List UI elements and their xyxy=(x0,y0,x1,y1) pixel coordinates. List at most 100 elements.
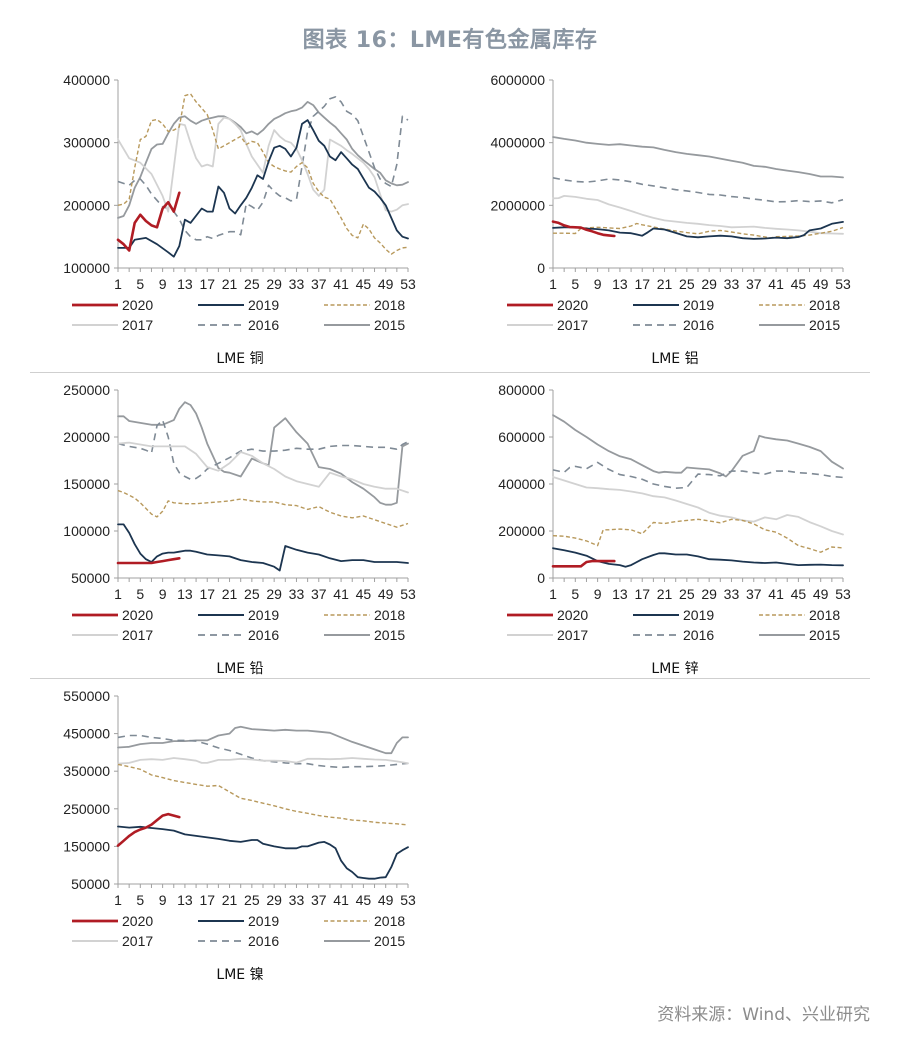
chart-svg: 100000 200000 300000 400000 1 5 9 13 17 21 25 29 33 3… xyxy=(63,72,416,367)
y-tick-label: 400000 xyxy=(498,476,545,492)
legend-label: 2015 xyxy=(374,627,405,643)
x-tick-label: 5 xyxy=(136,276,144,292)
series-line-2020 xyxy=(116,812,181,847)
x-tick-label: 49 xyxy=(378,586,394,602)
x-tick-label: 21 xyxy=(657,276,673,292)
x-tick-label: 49 xyxy=(378,892,394,908)
x-tick-label: 41 xyxy=(333,276,349,292)
chart-zinc: 0 200000 400000 600000 800000 1 5 9 13 17 21 25 29 33… xyxy=(445,378,885,678)
legend-label: 2016 xyxy=(683,317,714,333)
chart-svg: 50000 150000 250000 350000 450000 550000 1 5 9 13… xyxy=(63,688,416,983)
x-tick-label: 29 xyxy=(701,586,717,602)
x-tick-label: 45 xyxy=(356,276,372,292)
x-tick-label: 17 xyxy=(634,586,650,602)
series-line-2016 xyxy=(552,461,844,489)
x-tick-label: 33 xyxy=(289,276,305,292)
legend-label: 2019 xyxy=(248,913,279,929)
x-tick-label: 25 xyxy=(244,586,260,602)
divider-row-1 xyxy=(30,372,870,373)
series-line-2017 xyxy=(117,757,409,765)
x-tick-label: 33 xyxy=(724,586,740,602)
series-line-2019 xyxy=(117,119,409,258)
y-tick-label: 50000 xyxy=(71,876,110,892)
x-tick-label: 21 xyxy=(657,586,673,602)
series-line-2016 xyxy=(552,177,844,204)
legend-label: 2015 xyxy=(374,933,405,949)
legend-label: 2020 xyxy=(122,607,153,623)
legend-label: 2018 xyxy=(374,607,405,623)
legend-label: 2020 xyxy=(122,297,153,313)
x-tick-label: 25 xyxy=(244,276,260,292)
legend-label: 2018 xyxy=(809,297,840,313)
y-tick-label: 200000 xyxy=(63,197,110,213)
series-line-2015 xyxy=(117,101,409,219)
y-tick-label: 100000 xyxy=(63,260,110,276)
series-line-2018 xyxy=(552,518,844,553)
series-line-2020 xyxy=(551,559,616,568)
x-tick-label: 41 xyxy=(768,276,784,292)
x-tick-label: 17 xyxy=(199,586,215,602)
y-tick-label: 200000 xyxy=(498,523,545,539)
chart-lead: 50000 100000 150000 200000 250000 1 5 9 13 17 21 25… xyxy=(10,378,450,678)
x-tick-label: 29 xyxy=(266,586,282,602)
y-tick-label: 4000000 xyxy=(490,135,545,151)
x-tick-label: 1 xyxy=(549,586,557,602)
x-tick-label: 37 xyxy=(311,276,327,292)
y-tick-label: 150000 xyxy=(63,476,110,492)
y-tick-label: 400000 xyxy=(63,72,110,88)
y-tick-label: 800000 xyxy=(498,382,545,398)
x-tick-label: 9 xyxy=(159,276,167,292)
x-tick-label: 25 xyxy=(244,892,260,908)
x-tick-label: 53 xyxy=(835,276,851,292)
x-tick-label: 49 xyxy=(378,276,394,292)
y-tick-label: 0 xyxy=(537,260,545,276)
x-tick-label: 1 xyxy=(114,892,122,908)
series-line-2020 xyxy=(551,220,616,238)
legend-label: 2020 xyxy=(557,607,588,623)
series-line-2020 xyxy=(116,191,181,252)
legend-label: 2017 xyxy=(557,627,588,643)
chart-svg: 50000 100000 150000 200000 250000 1 5 9 13 17 21 25… xyxy=(63,382,416,677)
series-line-2018 xyxy=(117,93,409,255)
y-tick-label: 550000 xyxy=(63,688,110,704)
legend-label: 2019 xyxy=(683,297,714,313)
series-line-2019 xyxy=(552,547,844,568)
x-tick-label: 33 xyxy=(724,276,740,292)
x-tick-label: 53 xyxy=(835,586,851,602)
x-tick-label: 45 xyxy=(356,586,372,602)
chart-aluminum: 0 2000000 4000000 6000000 1 5 9 13 17 21 25 29 33 37 4… xyxy=(445,68,885,368)
x-tick-label: 9 xyxy=(594,586,602,602)
legend-label: 2015 xyxy=(809,627,840,643)
x-tick-label: 37 xyxy=(311,892,327,908)
x-tick-label: 33 xyxy=(289,586,305,602)
legend-label: 2016 xyxy=(248,933,279,949)
legend-label: 2017 xyxy=(122,627,153,643)
series-line-2018 xyxy=(117,489,409,528)
chart-copper: 100000 200000 300000 400000 1 5 9 13 17 21 25 29 33 3… xyxy=(10,68,450,368)
y-tick-label: 2000000 xyxy=(490,197,545,213)
series-line-2018 xyxy=(117,763,409,826)
chart-svg: 0 200000 400000 600000 800000 1 5 9 13 17 21 25 29 33… xyxy=(498,382,851,677)
x-tick-label: 29 xyxy=(266,276,282,292)
y-tick-label: 300000 xyxy=(63,135,110,151)
y-tick-label: 150000 xyxy=(63,838,110,854)
series-line-2019 xyxy=(552,220,844,240)
x-tick-label: 1 xyxy=(114,276,122,292)
x-tick-label: 5 xyxy=(571,276,579,292)
chart-title: LME 铝 xyxy=(651,351,698,367)
x-tick-label: 21 xyxy=(222,586,238,602)
x-tick-label: 45 xyxy=(791,586,807,602)
series-line-2016 xyxy=(117,419,409,481)
legend-label: 2017 xyxy=(122,933,153,949)
x-tick-label: 49 xyxy=(813,276,829,292)
x-tick-label: 25 xyxy=(679,586,695,602)
x-tick-label: 9 xyxy=(159,892,167,908)
x-tick-label: 41 xyxy=(768,586,784,602)
y-tick-label: 450000 xyxy=(63,726,110,742)
series-line-2020 xyxy=(116,557,181,565)
y-tick-label: 250000 xyxy=(63,382,110,398)
chart-title: LME 镍 xyxy=(216,967,263,983)
legend-label: 2019 xyxy=(683,607,714,623)
x-tick-label: 45 xyxy=(791,276,807,292)
x-tick-label: 53 xyxy=(400,276,416,292)
